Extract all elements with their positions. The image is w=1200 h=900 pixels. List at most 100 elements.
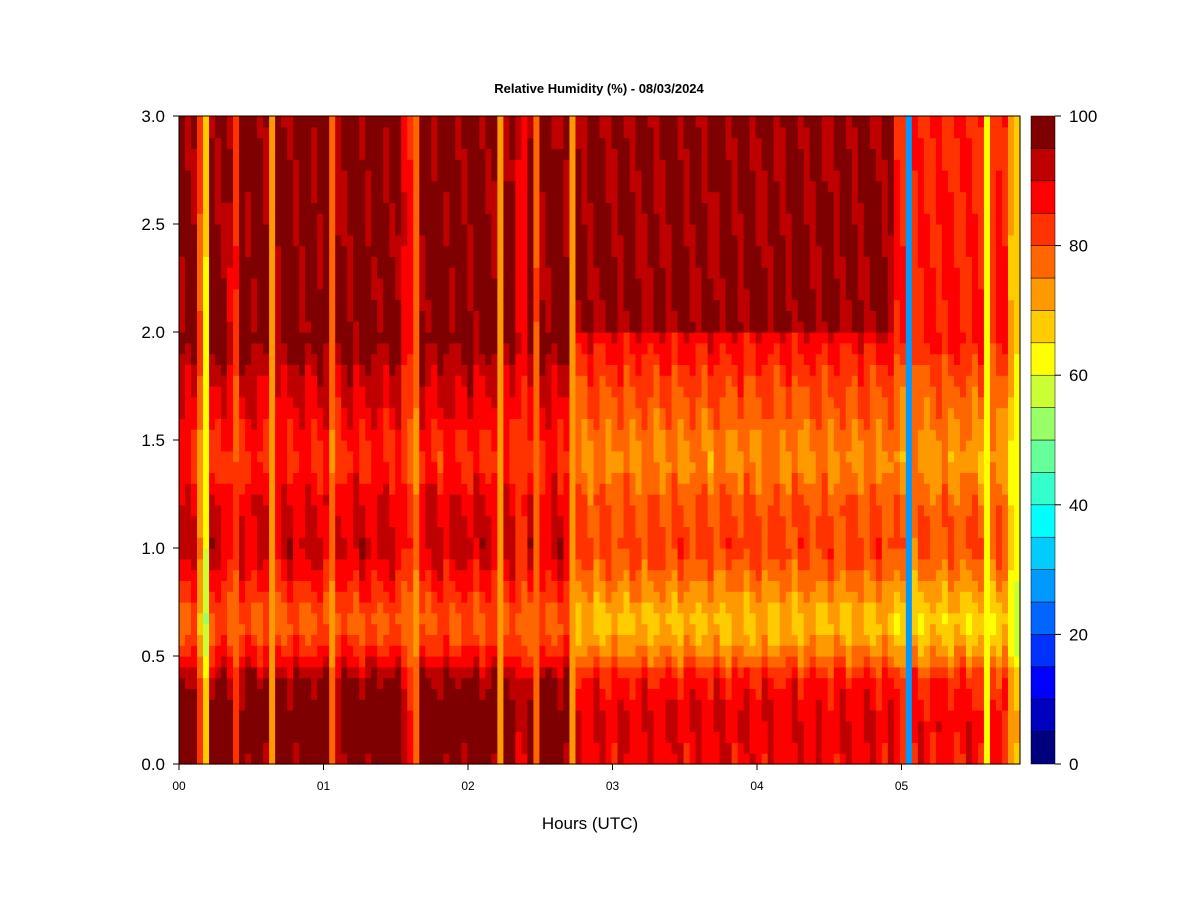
heatmap-cell xyxy=(449,418,456,430)
heatmap-cell xyxy=(641,234,649,247)
heatmap-cell xyxy=(647,148,655,160)
heatmap-cell xyxy=(185,148,192,160)
heatmap-cell xyxy=(353,580,360,592)
heatmap-cell xyxy=(365,515,372,527)
heatmap-cell xyxy=(623,342,631,355)
heatmap-cell xyxy=(239,580,246,592)
heatmap-cell xyxy=(635,191,643,203)
heatmap-cell xyxy=(197,494,204,506)
heatmap-cell xyxy=(365,429,372,441)
heatmap-cell xyxy=(503,699,510,711)
heatmap-cell xyxy=(491,742,498,754)
heatmap-cell xyxy=(653,742,661,754)
heatmap-cell xyxy=(653,429,661,441)
heatmap-cell xyxy=(179,461,186,473)
heatmap-cell xyxy=(377,699,384,711)
heatmap-cell xyxy=(359,461,366,473)
heatmap-cell xyxy=(665,569,673,581)
heatmap-cell xyxy=(653,353,661,365)
heatmap-cell xyxy=(659,116,667,128)
heatmap-cell xyxy=(491,288,498,301)
heatmap-cell xyxy=(323,148,330,160)
heatmap-cell xyxy=(179,645,186,657)
heatmap-cell xyxy=(311,364,318,376)
heatmap-cell xyxy=(197,288,204,301)
heatmap-cell xyxy=(467,288,474,301)
heatmap-cell xyxy=(299,742,306,754)
heatmap-cell xyxy=(587,731,595,743)
heatmap-cell xyxy=(527,224,535,236)
heatmap-cell xyxy=(419,645,426,657)
heatmap-cell xyxy=(269,396,276,409)
heatmap-cell xyxy=(335,137,342,149)
heatmap-cell xyxy=(677,666,685,679)
heatmap-cell xyxy=(389,213,396,225)
heatmap-cell xyxy=(281,386,288,398)
heatmap-cell xyxy=(191,429,198,441)
heatmap-cell xyxy=(287,159,294,171)
heatmap-cell xyxy=(503,429,510,441)
heatmap-cell xyxy=(365,666,372,679)
heatmap-cell xyxy=(233,710,240,722)
heatmap-cell xyxy=(473,288,480,301)
heatmap-cell xyxy=(587,245,595,257)
heatmap-cell xyxy=(443,256,450,268)
heatmap-cell xyxy=(455,591,462,603)
heatmap-cell xyxy=(479,515,486,527)
heatmap-cell xyxy=(443,569,450,581)
heatmap-cell xyxy=(335,720,342,733)
heatmap-cell xyxy=(593,558,601,571)
heatmap-cell xyxy=(539,656,547,668)
heatmap-cell xyxy=(599,666,607,679)
heatmap-cell xyxy=(269,580,276,592)
heatmap-cell xyxy=(485,299,492,311)
heatmap-cell xyxy=(575,245,583,257)
heatmap-cell xyxy=(485,634,492,646)
heatmap-cell xyxy=(449,234,456,247)
heatmap-cell xyxy=(569,602,577,614)
heatmap-cell xyxy=(353,137,360,149)
heatmap-cell xyxy=(371,234,378,247)
heatmap-cell xyxy=(551,440,559,452)
heatmap-cell xyxy=(431,537,438,549)
heatmap-cell xyxy=(215,602,222,614)
heatmap-cell xyxy=(401,450,408,463)
heatmap-cell xyxy=(497,515,504,527)
heatmap-cell xyxy=(227,720,234,733)
heatmap-cell xyxy=(491,159,498,171)
heatmap-cell xyxy=(527,548,535,560)
heatmap-cell xyxy=(419,353,426,365)
heatmap-cell xyxy=(419,558,426,571)
heatmap-cell xyxy=(347,180,354,193)
heatmap-cell xyxy=(509,137,516,149)
heatmap-cell xyxy=(257,699,264,711)
heatmap-cell xyxy=(407,245,414,257)
heatmap-cell xyxy=(191,537,198,549)
heatmap-cell xyxy=(497,202,504,214)
heatmap-cell xyxy=(629,440,637,452)
heatmap-cell xyxy=(305,461,312,473)
heatmap-cell xyxy=(299,407,306,419)
heatmap-cell xyxy=(323,213,330,225)
heatmap-cell xyxy=(515,612,523,625)
heatmap-cell xyxy=(401,483,408,495)
heatmap-cell xyxy=(575,537,583,549)
heatmap-cell xyxy=(437,710,444,722)
heatmap-cell xyxy=(581,688,589,700)
heatmap-cell xyxy=(665,234,673,247)
heatmap-cell xyxy=(533,224,541,236)
heatmap-cell xyxy=(377,224,384,236)
heatmap-cell xyxy=(557,170,565,182)
heatmap-cell xyxy=(377,126,384,139)
heatmap-cell xyxy=(551,483,559,495)
heatmap-cell xyxy=(251,418,258,430)
heatmap-cell xyxy=(527,342,535,355)
heatmap-cell xyxy=(611,591,619,603)
heatmap-cell xyxy=(419,364,426,376)
heatmap-cell xyxy=(239,353,246,365)
heatmap-cell xyxy=(233,677,240,689)
heatmap-cell xyxy=(419,440,426,452)
heatmap-cell xyxy=(197,180,204,193)
heatmap-cell xyxy=(449,569,456,581)
heatmap-cell xyxy=(497,288,504,301)
